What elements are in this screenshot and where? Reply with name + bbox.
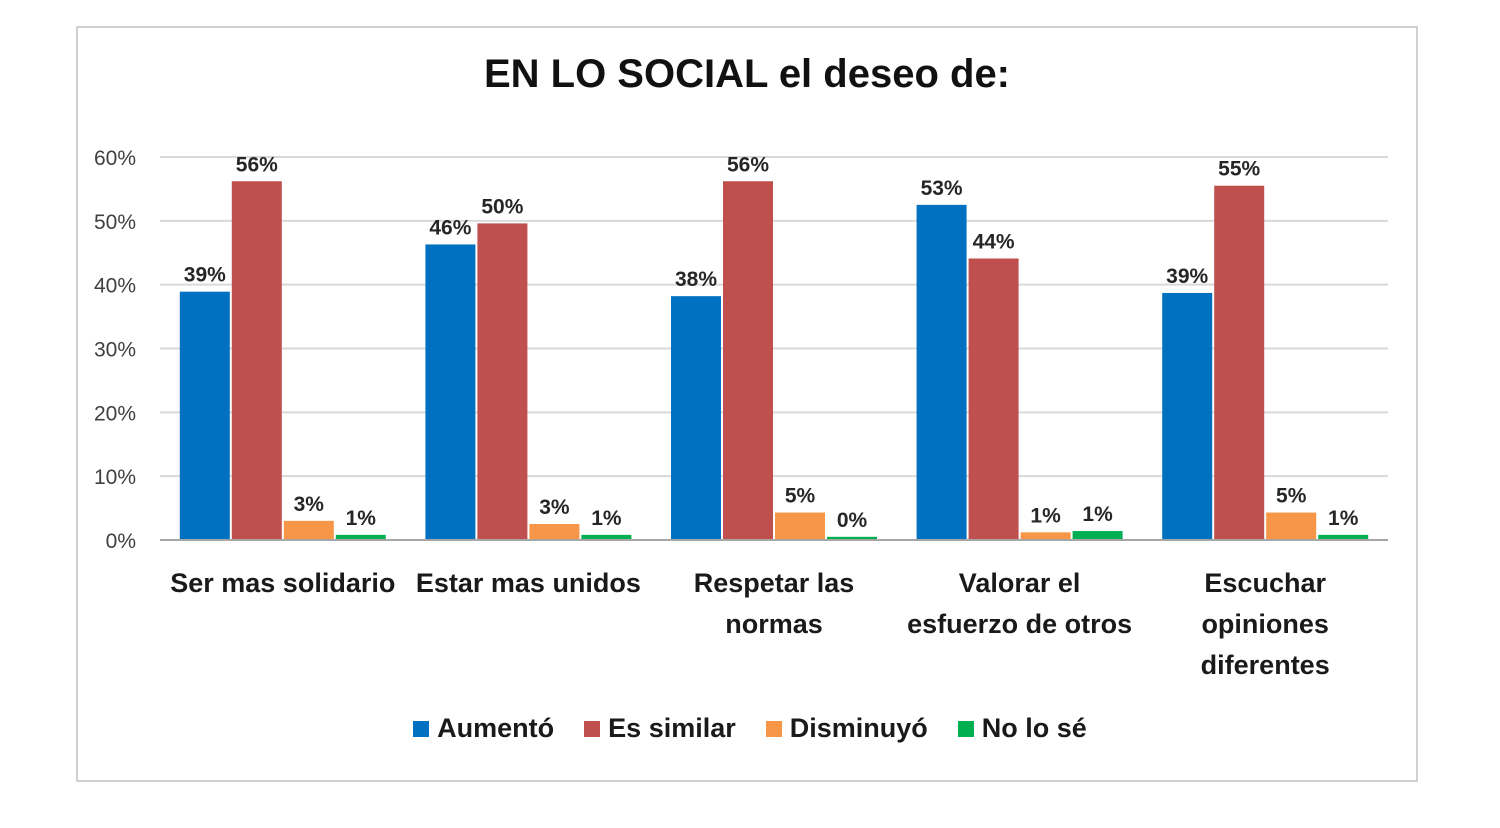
data-label: 53% (921, 177, 963, 200)
bar (916, 204, 967, 540)
bar (723, 181, 773, 541)
bar (1266, 512, 1317, 540)
bar (1020, 532, 1071, 540)
data-label: 55% (1218, 158, 1260, 181)
data-label: 1% (1030, 504, 1061, 527)
legend-label: No lo sé (981, 713, 1087, 743)
data-label: 39% (1166, 265, 1208, 288)
bar (529, 524, 580, 540)
chart-title: EN LO SOCIAL el deseo de: (483, 52, 1011, 96)
bar (1162, 292, 1213, 540)
data-label: 5% (1276, 485, 1307, 508)
data-label: 56% (236, 153, 278, 176)
data-label: 50% (481, 195, 523, 218)
bar (968, 258, 1019, 540)
data-label: 1% (591, 507, 622, 530)
data-label: 56% (727, 153, 769, 176)
x-tick-label: Respetar las (694, 568, 855, 598)
x-tick-label: Ser mas solidario (170, 568, 395, 598)
legend-swatch (413, 720, 430, 737)
data-label: 3% (294, 493, 325, 516)
x-tick-label: Escuchar (1204, 568, 1326, 598)
bar (671, 296, 721, 540)
legend-item: No lo sé (957, 713, 1087, 744)
bar (425, 244, 476, 540)
bar (1072, 531, 1123, 540)
x-tick-label: Estar mas unidos (416, 568, 641, 598)
y-tick-label: 20% (94, 402, 136, 425)
data-label: 38% (675, 268, 717, 291)
data-label: 46% (429, 216, 471, 239)
y-tick-label: 40% (94, 275, 136, 298)
y-tick-label: 50% (94, 211, 136, 234)
bar (335, 534, 386, 540)
legend-item: Es similar (584, 713, 736, 744)
x-tick-label: opiniones (1201, 609, 1329, 639)
bar (283, 520, 334, 540)
legend-item: Aumentó (413, 713, 554, 744)
data-label: 1% (346, 507, 377, 530)
x-tick-label: esfuerzo de otros (907, 609, 1132, 639)
y-tick-label: 60% (94, 147, 136, 170)
legend-swatch (765, 720, 782, 737)
x-tick-label: Valorar el (959, 568, 1081, 598)
chart-legend: Aumentó Es similar Disminuyó No lo sé (0, 713, 1500, 744)
legend-item: Disminuyó (765, 713, 928, 744)
bar (231, 181, 282, 541)
data-label: 1% (1328, 507, 1359, 530)
data-label: 44% (973, 230, 1015, 253)
bar (775, 512, 825, 540)
data-label: 3% (539, 496, 570, 519)
y-tick-label: 10% (94, 466, 136, 489)
y-tick-label: 30% (94, 339, 136, 362)
bar (581, 534, 632, 540)
data-label: 5% (785, 485, 816, 508)
legend-label: Disminuyó (789, 713, 928, 743)
x-tick-label: diferentes (1201, 650, 1330, 680)
legend-label: Aumentó (437, 713, 555, 743)
bar (1318, 534, 1369, 540)
bar (179, 291, 230, 540)
y-tick-label: 0% (106, 530, 136, 553)
bar (1214, 185, 1265, 540)
data-label: 0% (837, 509, 868, 532)
x-tick-label: normas (725, 609, 823, 639)
legend-swatch (584, 720, 601, 737)
legend-label: Es similar (608, 713, 736, 743)
bar (827, 536, 877, 540)
legend-swatch (957, 720, 974, 737)
data-label: 39% (184, 264, 226, 287)
data-label: 1% (1082, 503, 1113, 526)
bar (477, 223, 528, 541)
